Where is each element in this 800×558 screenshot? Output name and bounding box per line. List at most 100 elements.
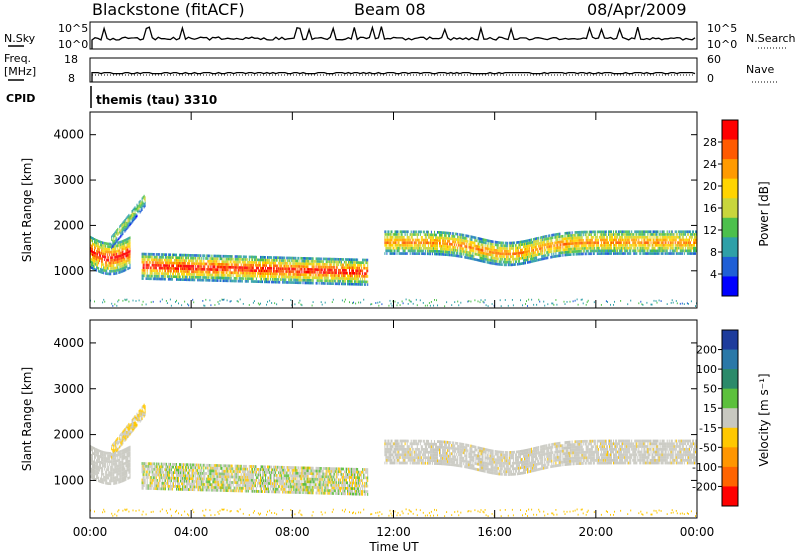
range-cell (475, 253, 476, 256)
range-cell (192, 279, 193, 282)
range-cell (267, 301, 268, 303)
range-cell (504, 253, 505, 256)
range-cell (93, 265, 94, 268)
range-cell (168, 259, 169, 262)
range-cell (259, 261, 260, 264)
range-cell (405, 250, 406, 253)
range-cell (152, 272, 153, 275)
range-cell (499, 255, 500, 258)
range-cell (157, 278, 158, 281)
range-cell (294, 257, 295, 260)
range-cell (367, 270, 368, 273)
range-cell (485, 258, 486, 261)
range-cell (333, 258, 334, 261)
range-cell (103, 263, 104, 266)
range-cell (457, 233, 458, 236)
range-cell (124, 266, 125, 269)
range-cell (465, 245, 466, 248)
range-cell (516, 241, 517, 244)
range-cell (640, 244, 641, 247)
range-cell (453, 232, 454, 235)
range-cell (106, 270, 107, 273)
range-cell (510, 255, 511, 258)
range-cell (520, 241, 521, 244)
range-cell (491, 248, 492, 251)
range-cell (554, 233, 555, 236)
range-cell (261, 278, 262, 281)
range-cell (145, 196, 146, 199)
range-cell (291, 268, 292, 271)
range-cell (431, 244, 432, 247)
range-cell (621, 247, 622, 250)
range-cell (557, 244, 558, 247)
range-cell (118, 252, 119, 255)
range-cell (559, 235, 560, 238)
range-cell (480, 301, 481, 303)
range-cell (355, 261, 356, 264)
range-cell (465, 234, 466, 237)
range-cell (249, 264, 250, 267)
range-cell (226, 263, 227, 266)
range-cell (109, 251, 110, 254)
range-cell (235, 280, 236, 283)
range-cell (411, 244, 412, 247)
range-cell (321, 274, 322, 277)
range-cell (452, 232, 453, 235)
range-cell (508, 264, 509, 267)
range-cell (183, 259, 184, 262)
range-cell (455, 233, 456, 236)
range-cell (223, 279, 224, 282)
range-cell (359, 280, 360, 283)
range-cell (656, 252, 657, 255)
range-cell (667, 230, 668, 233)
range-cell (539, 242, 540, 245)
range-cell (244, 272, 245, 275)
range-cell (596, 247, 597, 250)
range-cell (673, 239, 674, 242)
noise-tick-left-top: 10^5 (58, 22, 88, 35)
range-cell (160, 270, 161, 273)
range-cell (606, 230, 607, 233)
range-cell (221, 274, 222, 277)
range-cell (144, 264, 145, 267)
range-cell (437, 245, 438, 248)
range-cell (350, 283, 351, 286)
range-cell (475, 245, 476, 248)
range-cell (566, 246, 567, 249)
range-cell (576, 245, 577, 248)
range-cell (358, 267, 359, 270)
range-cell (566, 232, 567, 235)
range-cell (96, 244, 97, 247)
range-cell (642, 304, 643, 306)
range-cell (295, 273, 296, 276)
range-cell (454, 241, 455, 244)
range-cell (493, 262, 494, 265)
range-cell (404, 239, 405, 242)
range-cell (271, 264, 272, 267)
range-cell (294, 303, 295, 305)
range-cell (96, 239, 97, 242)
range-cell (448, 251, 449, 254)
range-cell (437, 305, 438, 307)
range-cell (319, 279, 320, 282)
range-cell (672, 252, 673, 255)
range-cell (115, 241, 116, 244)
range-cell (608, 250, 609, 253)
range-cell (317, 260, 318, 263)
range-cell (411, 236, 412, 239)
range-cell (574, 248, 575, 251)
range-cell (454, 252, 455, 255)
range-cell (572, 234, 573, 237)
range-cell (675, 241, 676, 244)
range-cell (184, 270, 185, 273)
range-cell (659, 233, 660, 236)
range-cell (170, 267, 171, 270)
range-cell (117, 266, 118, 269)
range-cell (91, 239, 92, 242)
range-cell (100, 246, 101, 249)
range-cell (330, 258, 331, 261)
range-cell (496, 252, 497, 255)
range-cell (103, 272, 104, 275)
range-cell (502, 247, 503, 250)
range-cell (625, 239, 626, 242)
